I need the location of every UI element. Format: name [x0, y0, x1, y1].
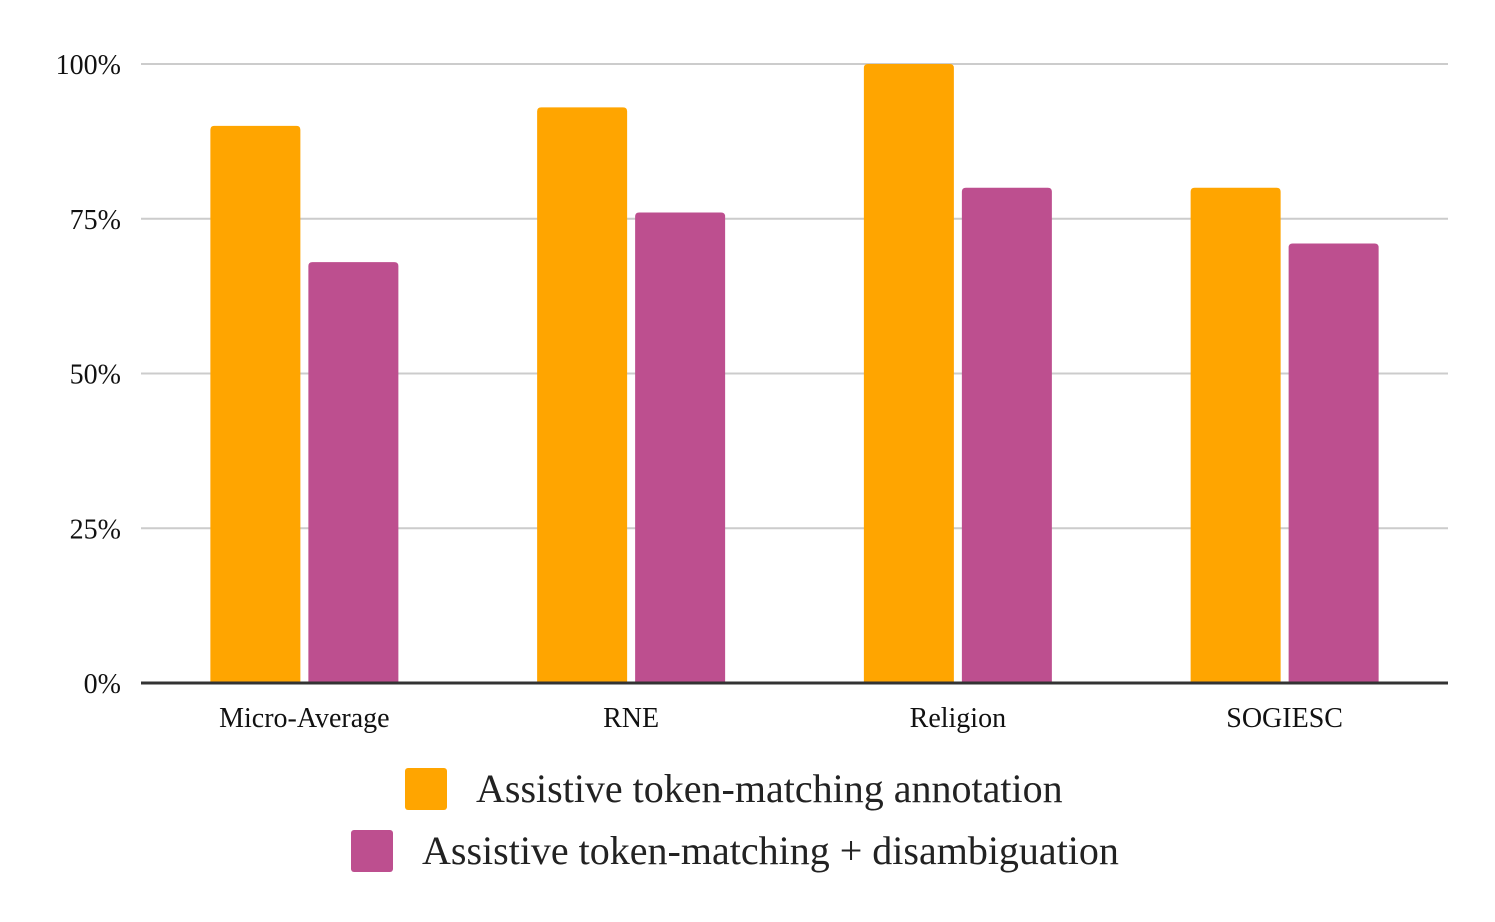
legend-swatch — [405, 768, 447, 810]
legend-swatch — [351, 830, 393, 872]
y-tick-label: 0% — [84, 669, 121, 700]
bar-sogiesc-series-1 — [1190, 187, 1281, 684]
x-axis-category-labels: Micro-Average RNE Religion SOGIESC — [219, 703, 1343, 734]
y-tick-label: 75% — [70, 205, 121, 236]
bar-micro-average-series-2 — [308, 262, 399, 683]
y-tick-label: 50% — [70, 360, 121, 391]
bar-sogiesc-series-2 — [1288, 243, 1379, 683]
y-tick-label: 100% — [56, 50, 121, 81]
bar-religion-series-1 — [863, 64, 954, 683]
bar-rne-series-2 — [635, 212, 726, 683]
bar-micro-average-series-1 — [210, 125, 301, 683]
bar-religion-series-2 — [961, 187, 1052, 684]
x-tick-label: RNE — [603, 703, 659, 734]
legend: Assistive token-matching annotation Assis… — [351, 766, 1119, 873]
bar-rne-series-1 — [537, 107, 628, 683]
x-tick-label: Micro-Average — [219, 703, 390, 734]
legend-label: Assistive token-matching annotation — [476, 766, 1063, 811]
y-tick-label: 25% — [70, 514, 121, 545]
x-tick-label: SOGIESC — [1226, 703, 1343, 734]
bars — [210, 64, 1379, 684]
y-axis-tick-labels: 0% 25% 50% 75% 100% — [56, 50, 121, 700]
legend-label: Assistive token-matching + disambiguatio… — [422, 828, 1119, 873]
x-tick-label: Religion — [910, 703, 1006, 734]
